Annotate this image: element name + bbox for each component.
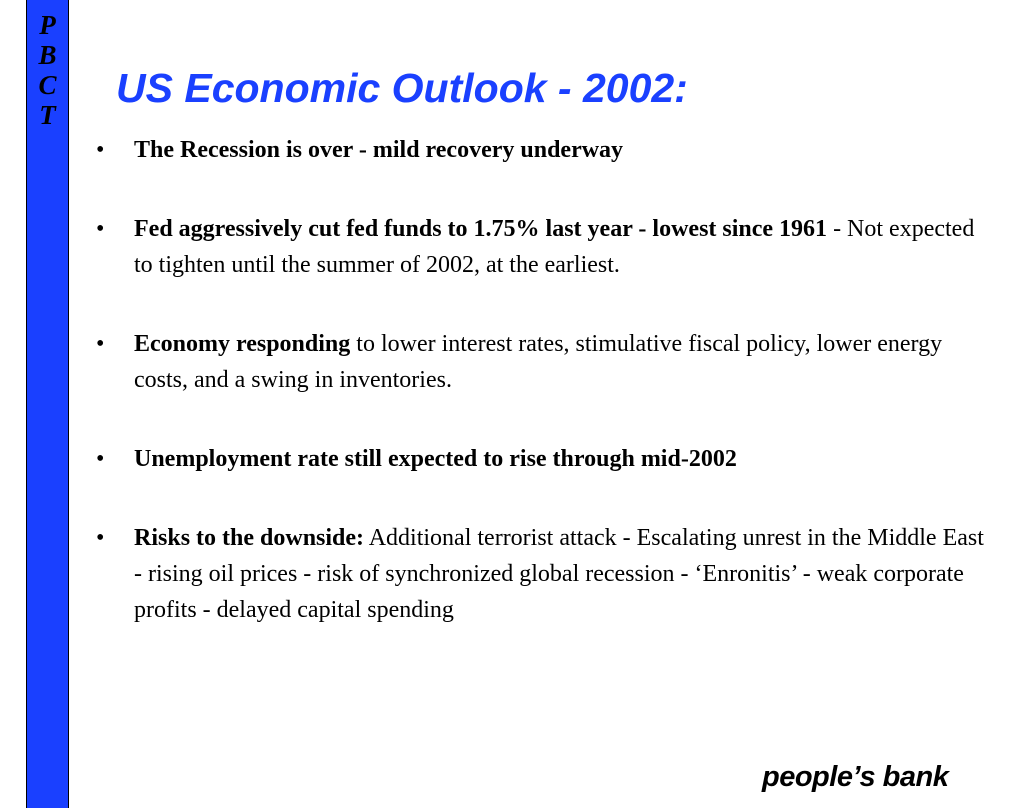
bullet-bold-text: Economy responding bbox=[134, 331, 351, 357]
peoples-bank-logo: people’s bank bbox=[762, 761, 949, 793]
side-letter-t: T bbox=[39, 100, 56, 130]
bullet-item: • The Recession is over - mild recovery … bbox=[96, 132, 986, 168]
slide-title: US Economic Outlook - 2002: bbox=[116, 65, 688, 111]
side-bar: P B C T bbox=[26, 0, 69, 808]
bullet-item: • Fed aggressively cut fed funds to 1.75… bbox=[96, 211, 986, 283]
bullet-text: - Not expected to tighten until the summ… bbox=[134, 216, 975, 278]
bullet-bold-text: The Recession is over - mild recovery un… bbox=[134, 137, 624, 163]
side-letter-b: B bbox=[38, 40, 57, 70]
bullet-dot: • bbox=[96, 137, 105, 163]
side-letters: P B C T bbox=[27, 10, 68, 130]
bullet-text: Additional terrorist attack - Escalating… bbox=[134, 525, 984, 623]
side-letter-c: C bbox=[38, 70, 57, 100]
bullet-list: • The Recession is over - mild recovery … bbox=[96, 132, 986, 628]
bullet-item: • Unemployment rate still expected to ri… bbox=[96, 441, 986, 477]
side-letter-p: P bbox=[39, 10, 56, 40]
bullet-dot: • bbox=[96, 331, 105, 357]
bullet-item: • Economy responding to lower interest r… bbox=[96, 326, 986, 398]
bullet-text: to lower interest rates, stimulative fis… bbox=[134, 331, 943, 393]
bullet-item: • Risks to the downside: Additional terr… bbox=[96, 520, 986, 628]
bullet-bold-text: Risks to the downside: bbox=[134, 525, 365, 551]
bullet-bold-text: Unemployment rate still expected to rise… bbox=[134, 446, 737, 472]
bullet-dot: • bbox=[96, 446, 105, 472]
bullet-dot: • bbox=[96, 216, 105, 242]
bullet-dot: • bbox=[96, 525, 105, 551]
bullet-bold-text: Fed aggressively cut fed funds to 1.75% … bbox=[134, 216, 828, 242]
